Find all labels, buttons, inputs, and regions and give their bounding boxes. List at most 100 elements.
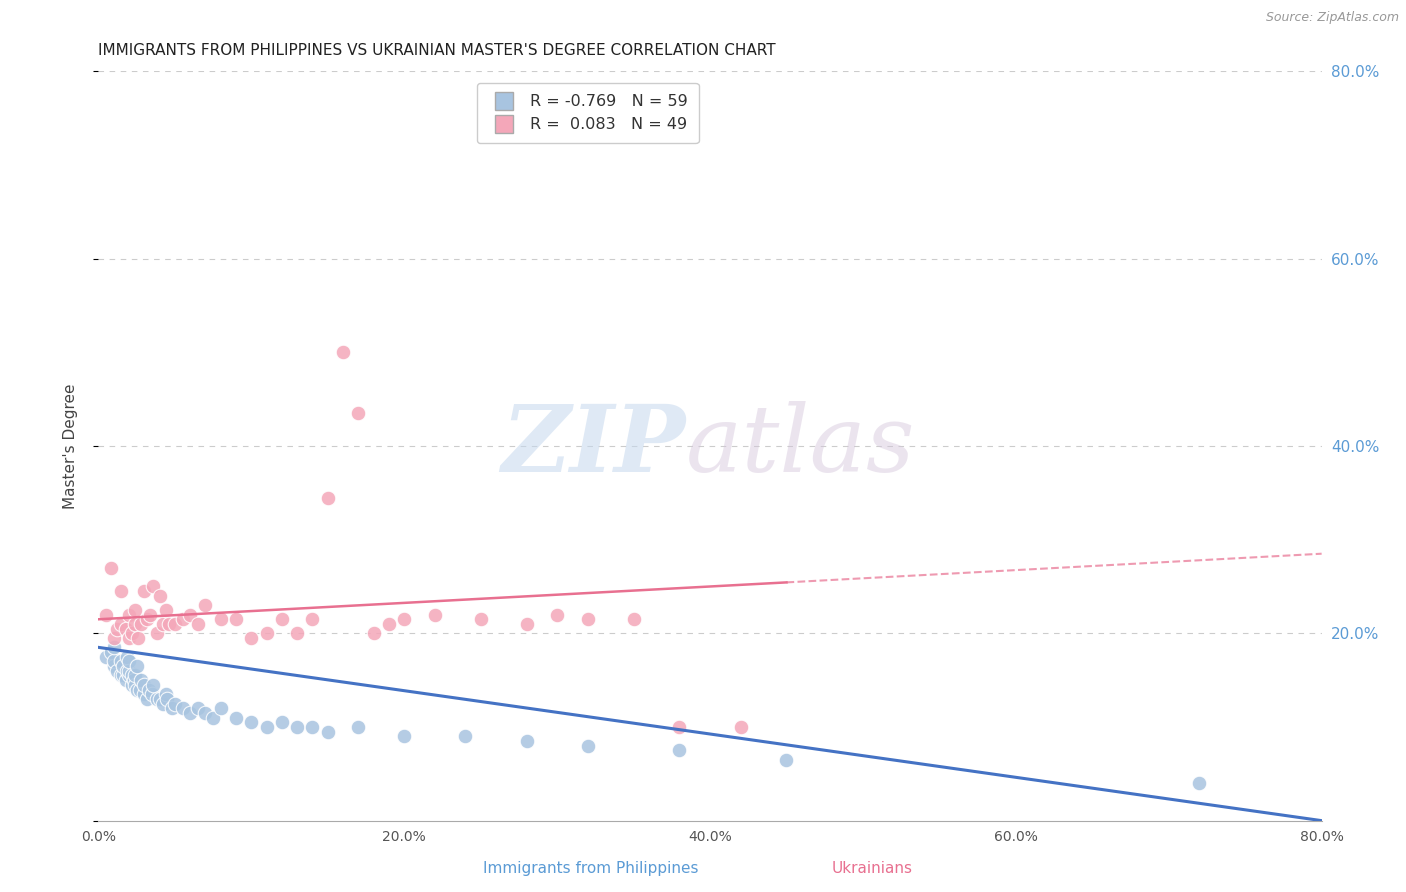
Point — [125, 682, 148, 697]
Point — [285, 720, 308, 734]
Point — [100, 561, 122, 575]
Text: atlas: atlas — [686, 401, 915, 491]
Point — [240, 715, 263, 730]
Legend: R = -0.769   N = 59, R =  0.083   N = 49: R = -0.769 N = 59, R = 0.083 N = 49 — [477, 83, 699, 144]
Point — [179, 706, 201, 720]
Point — [128, 682, 150, 697]
Point — [152, 697, 174, 711]
Point — [134, 678, 156, 692]
Point — [115, 622, 138, 636]
Point — [240, 631, 263, 645]
Point — [363, 626, 385, 640]
Point — [103, 655, 125, 669]
Point — [187, 617, 209, 632]
Point — [775, 753, 797, 767]
Point — [127, 631, 149, 645]
Point — [332, 345, 354, 359]
Point — [256, 626, 278, 640]
Point — [149, 692, 172, 706]
Point — [160, 701, 183, 715]
Point — [623, 612, 645, 626]
Point — [194, 706, 217, 720]
Point — [110, 617, 132, 632]
Point — [105, 622, 128, 636]
Point — [179, 607, 201, 622]
Point — [145, 692, 167, 706]
Point — [121, 626, 143, 640]
Point — [423, 607, 446, 622]
Point — [118, 631, 141, 645]
Point — [145, 626, 167, 640]
Point — [172, 701, 194, 715]
Point — [152, 617, 174, 632]
Point — [124, 617, 146, 632]
Point — [157, 617, 180, 632]
Point — [392, 612, 416, 626]
Point — [117, 664, 139, 678]
Text: Source: ZipAtlas.com: Source: ZipAtlas.com — [1265, 11, 1399, 24]
Point — [285, 626, 308, 640]
Point — [141, 687, 163, 701]
Point — [142, 678, 165, 692]
Point — [124, 678, 146, 692]
Point — [155, 687, 177, 701]
Point — [225, 612, 247, 626]
Point — [155, 603, 177, 617]
Point — [138, 682, 160, 697]
Point — [142, 580, 165, 594]
Point — [392, 730, 416, 744]
Point — [194, 599, 217, 613]
Point — [110, 655, 132, 669]
Point — [347, 720, 370, 734]
Point — [256, 720, 278, 734]
Point — [347, 406, 370, 420]
Point — [516, 734, 538, 748]
Point — [301, 720, 323, 734]
Point — [110, 584, 132, 599]
Point — [163, 617, 186, 632]
Point — [316, 724, 339, 739]
Point — [516, 617, 538, 632]
Point — [136, 692, 159, 706]
Point — [301, 612, 323, 626]
Point — [103, 640, 125, 655]
Point — [156, 692, 179, 706]
Point — [730, 720, 752, 734]
Point — [470, 612, 492, 626]
Point — [118, 607, 141, 622]
Point — [129, 673, 152, 688]
Point — [118, 668, 141, 682]
Point — [94, 649, 117, 664]
Point — [134, 687, 156, 701]
Point — [454, 730, 477, 744]
Point — [118, 664, 141, 678]
Point — [103, 631, 125, 645]
Point — [117, 649, 139, 664]
Point — [121, 668, 143, 682]
Point — [129, 617, 152, 632]
Point — [105, 664, 128, 678]
Point — [122, 673, 145, 688]
Point — [225, 710, 247, 724]
Point — [209, 612, 232, 626]
Point — [270, 612, 292, 626]
Point — [110, 668, 132, 682]
Point — [316, 491, 339, 505]
Point — [118, 655, 141, 669]
Point — [209, 701, 232, 715]
Point — [111, 668, 134, 682]
Point — [100, 645, 122, 659]
Point — [270, 715, 292, 730]
Point — [134, 584, 156, 599]
Point — [125, 659, 148, 673]
Point — [139, 607, 162, 622]
Point — [124, 603, 146, 617]
Point — [576, 612, 599, 626]
Point — [546, 607, 568, 622]
Point — [115, 673, 138, 688]
Point — [111, 659, 134, 673]
Point — [172, 612, 194, 626]
Point — [378, 617, 401, 632]
Text: Ukrainians: Ukrainians — [831, 861, 912, 876]
Point — [136, 612, 159, 626]
